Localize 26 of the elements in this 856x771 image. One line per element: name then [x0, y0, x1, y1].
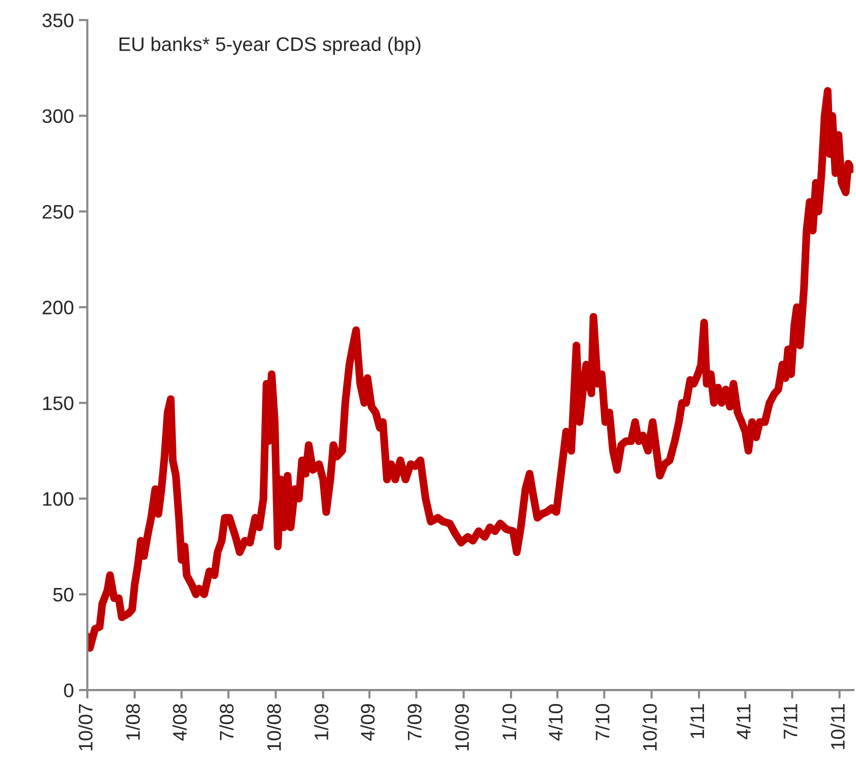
y-tick-label: 350: [42, 14, 74, 28]
x-tick-label: 1/10: [502, 704, 516, 740]
y-tick-label: 150: [43, 396, 74, 410]
x-tick-label: 10/08: [266, 704, 281, 750]
y-tick-label: 100: [43, 492, 74, 506]
x-tick-label: 4/10: [548, 704, 563, 741]
x-tick-label: 10/09: [454, 704, 469, 750]
y-tick-label: 50: [53, 588, 74, 602]
x-tick-label: 1/09: [314, 704, 328, 740]
text: EU banks* 5-year CDS spread (bp): [120, 36, 420, 55]
x-tick-label: 1/11: [690, 704, 704, 738]
x-tick-label: 4/09: [360, 704, 375, 741]
y-tick-label: 250: [42, 204, 74, 219]
y-tick-label: 300: [42, 109, 74, 123]
x-tick-label: 1/08: [126, 704, 140, 740]
x-tick-label: 7/09: [407, 704, 422, 740]
y-tick-label: 200: [42, 300, 74, 314]
x-tick-label: 10/10: [642, 704, 657, 750]
x-tick-label: 4/08: [172, 704, 187, 741]
x-tick-label: 10/11: [830, 704, 845, 749]
x-tick-label: 7/11: [783, 704, 798, 739]
y-tick-label: 0: [64, 684, 74, 698]
x-tick-label: 10/07: [78, 704, 93, 750]
x-tick-label: 4/11: [736, 704, 751, 740]
x-tick-label: 7/10: [595, 704, 610, 740]
x-tick-label: 7/08: [219, 704, 234, 740]
